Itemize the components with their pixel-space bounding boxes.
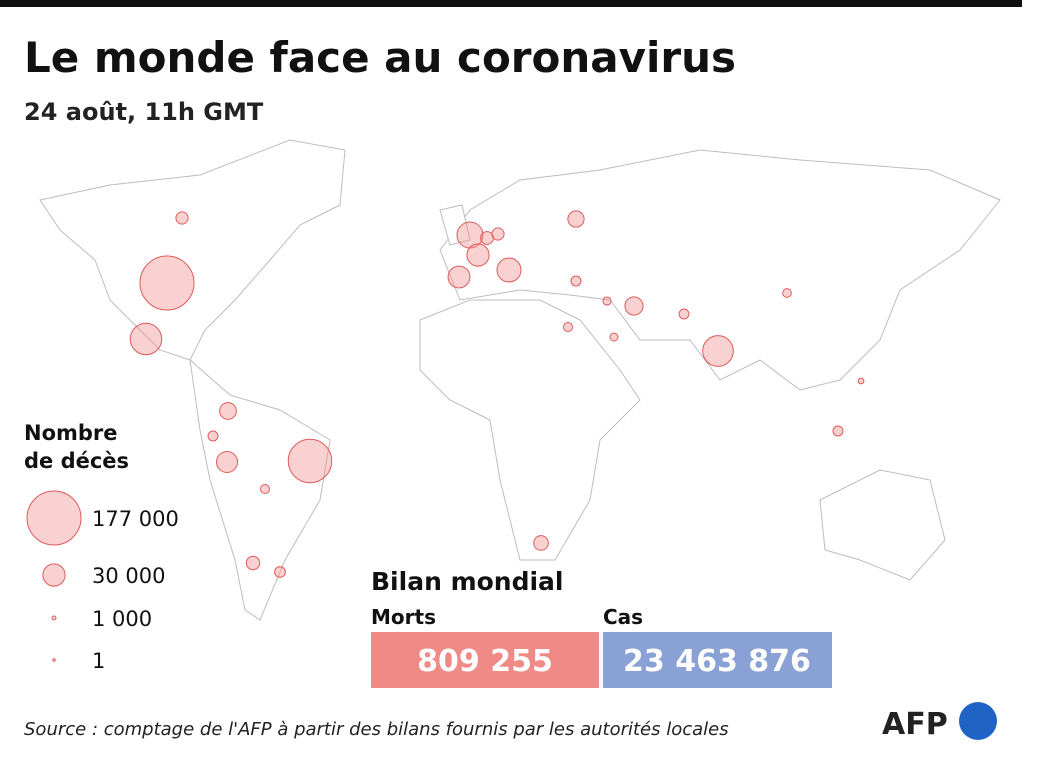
death-bubble xyxy=(782,288,792,298)
death-bubble xyxy=(496,257,522,283)
bubble-layer xyxy=(129,210,865,578)
death-bubble xyxy=(139,255,195,311)
death-bubble xyxy=(219,402,237,420)
death-bubble xyxy=(857,377,865,385)
death-bubble xyxy=(259,483,271,495)
summary-title: Bilan mondial xyxy=(371,567,564,596)
legend-label: 1 000 xyxy=(92,607,152,631)
death-bubble xyxy=(245,555,261,571)
death-bubble xyxy=(678,308,690,320)
world-map xyxy=(39,139,1001,621)
legend-bubble xyxy=(51,615,57,621)
cases-box xyxy=(603,632,832,688)
death-bubble xyxy=(274,566,286,578)
legend-label: 177 000 xyxy=(92,507,179,531)
death-bubble xyxy=(624,296,644,316)
death-bubble xyxy=(447,265,471,289)
death-bubble xyxy=(567,210,585,228)
death-bubble xyxy=(832,425,844,437)
cases-label: Cas xyxy=(603,605,643,629)
cases-total: 23 463 876 xyxy=(623,644,811,679)
death-bubble xyxy=(602,296,612,306)
death-bubble xyxy=(287,438,333,484)
death-bubble xyxy=(175,211,189,225)
title: Le monde face au coronavirus xyxy=(24,33,736,82)
deaths-label: Morts xyxy=(371,605,436,629)
legend-title: Nombre xyxy=(24,421,118,445)
subtitle: 24 août, 11h GMT xyxy=(24,98,264,126)
legend: 177 000 30 000 1 000 1 xyxy=(26,490,179,673)
legend-bubble xyxy=(52,658,56,662)
logo-dot xyxy=(959,702,997,740)
death-bubble xyxy=(466,243,490,267)
legend-label: 1 xyxy=(92,649,105,673)
legend-label: 30 000 xyxy=(92,564,165,588)
legend-bubble xyxy=(42,563,66,587)
death-bubble xyxy=(533,535,549,551)
source: Source : comptage de l'AFP à partir des … xyxy=(24,719,729,740)
death-bubble xyxy=(702,335,734,367)
deaths-box xyxy=(371,632,599,688)
logo-text: AFP xyxy=(882,707,948,742)
death-bubble xyxy=(129,322,163,356)
legend-title: de décès xyxy=(24,449,129,473)
death-bubble xyxy=(562,321,574,333)
death-bubble xyxy=(609,332,619,342)
death-bubble xyxy=(491,227,505,241)
death-bubble xyxy=(570,275,582,287)
death-bubble xyxy=(215,450,239,474)
top-rule xyxy=(0,0,1022,7)
death-bubble xyxy=(207,430,219,442)
deaths-total: 809 255 xyxy=(417,644,553,679)
legend-bubble xyxy=(26,490,82,546)
